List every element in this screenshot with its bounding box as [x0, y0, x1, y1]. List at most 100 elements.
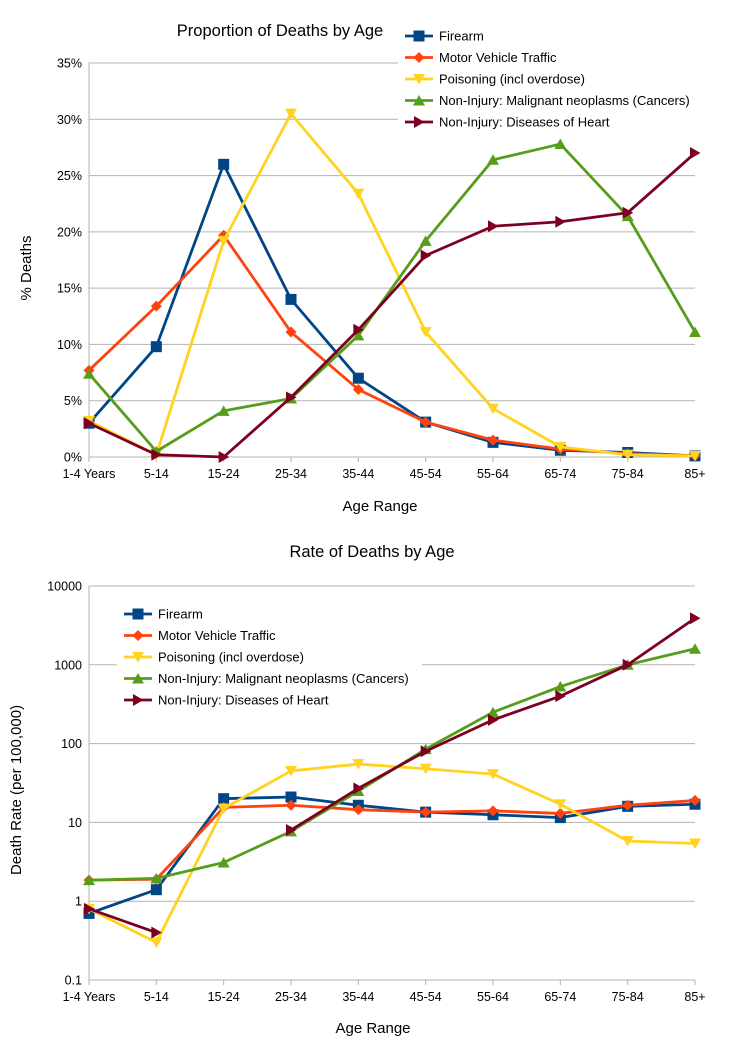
data-point — [285, 799, 297, 811]
legend-label: Non-Injury: Malignant neoplasms (Cancers… — [439, 93, 690, 108]
data-point — [487, 706, 499, 718]
series-poisoning-incl-overdose — [83, 759, 701, 948]
data-point — [352, 329, 365, 341]
data-point — [690, 612, 701, 625]
data-point — [218, 793, 230, 805]
data-point — [285, 326, 297, 338]
data-point — [555, 215, 566, 228]
x-tick-label: 15-24 — [208, 467, 240, 481]
data-point — [420, 249, 432, 262]
data-point — [150, 884, 162, 896]
data-point — [217, 856, 230, 868]
series-line — [87, 142, 697, 453]
legend-swatch-marker — [132, 608, 144, 620]
legend-label: Motor Vehicle Traffic — [158, 628, 276, 643]
data-point — [554, 681, 567, 692]
legend-label: Non-Injury: Malignant neoplasms (Cancers… — [158, 671, 409, 686]
x-tick-label: 5-14 — [144, 467, 169, 481]
x-tick-label: 45-54 — [410, 467, 442, 481]
data-point — [150, 872, 163, 884]
legend-swatch-marker — [413, 30, 425, 42]
series-line — [88, 762, 696, 944]
chart-title: Proportion of Deaths by Age — [177, 22, 383, 40]
x-tick-label: 5-14 — [144, 990, 169, 1004]
x-tick-label: 65-74 — [544, 467, 576, 481]
data-point — [621, 836, 634, 847]
data-series — [83, 612, 701, 948]
data-point — [622, 658, 634, 671]
legend-swatch-marker — [133, 694, 144, 706]
data-point — [554, 799, 567, 810]
data-point — [487, 434, 499, 446]
data-point — [420, 745, 432, 758]
data-point — [353, 323, 364, 336]
data-point — [217, 803, 230, 815]
data-point — [352, 383, 364, 395]
data-point — [554, 807, 566, 819]
legend-swatch-marker — [413, 74, 425, 85]
data-point — [487, 769, 499, 780]
data-point — [353, 782, 364, 795]
x-tick-label: 55-64 — [477, 467, 509, 481]
data-point — [689, 838, 701, 849]
data-point — [352, 372, 364, 384]
x-tick-label: 25-34 — [275, 990, 307, 1004]
data-point — [83, 874, 95, 886]
data-point — [218, 158, 230, 170]
data-point — [419, 327, 432, 338]
y-tick-label: 1000 — [54, 658, 82, 672]
data-point — [84, 902, 95, 915]
y-tick-label: 35% — [57, 57, 82, 71]
data-series — [83, 108, 701, 463]
data-point — [420, 806, 432, 818]
y-tick-label: 0% — [64, 451, 82, 465]
legend-swatch-marker — [132, 652, 144, 663]
rate-chart: Rate of Deaths by Age 0.1 1 10 100 1000 10000… — [8, 543, 706, 1037]
x-tick-labels: 1-4 Years 5-14 15-24 25-34 35-44 45-54 55-64 65… — [63, 467, 706, 481]
legend-label: Poisoning (incl overdose) — [158, 650, 304, 665]
x-tick-label: 55-64 — [477, 990, 509, 1004]
data-point — [150, 341, 162, 353]
x-tick-label: 45-54 — [410, 990, 442, 1004]
legend-background — [398, 25, 698, 133]
x-tick-label: 35-44 — [342, 990, 374, 1004]
series-non-injury-diseases-of-heart — [84, 612, 701, 939]
series-line — [88, 152, 696, 459]
data-point — [217, 235, 230, 247]
legend-item-poisoning-incl-overdose: Poisoning (incl overdose) — [405, 72, 585, 87]
x-axis-label: Age Range — [335, 1020, 410, 1037]
data-point — [554, 138, 567, 150]
y-tick-label: 25% — [57, 169, 82, 183]
data-point — [150, 937, 163, 948]
y-tick-labels: 0% 5% 10% 15% 20% 25% 30% 35% — [57, 57, 82, 465]
y-tick-label: 15% — [57, 282, 82, 296]
data-point — [689, 643, 701, 654]
legend: Firearm Motor Vehicle Traffic Poisoning (i… — [398, 25, 698, 133]
data-point — [84, 417, 95, 430]
data-point — [151, 448, 162, 461]
y-axis-label: Death Rate (per 100,000) — [8, 705, 25, 875]
data-point — [419, 763, 432, 775]
y-tick-label: 10% — [57, 338, 82, 352]
series-line — [87, 162, 696, 458]
chart-title: Rate of Deaths by Age — [289, 543, 454, 561]
x-tick-label: 35-44 — [342, 467, 374, 481]
series-line — [88, 112, 696, 458]
data-point — [285, 108, 297, 120]
legend-label: Poisoning (incl overdose) — [439, 72, 585, 87]
data-point — [285, 791, 297, 803]
data-point — [286, 391, 297, 404]
data-point — [488, 713, 499, 726]
y-tick-label: 10000 — [47, 580, 82, 594]
y-tick-label: 10 — [68, 816, 82, 830]
series-line — [88, 233, 696, 458]
legend-label: Firearm — [439, 29, 484, 44]
data-point — [218, 451, 230, 463]
x-tick-labels: 1-4 Years 5-14 15-24 25-34 35-44 45-54 55-64 65… — [63, 990, 706, 1004]
series-line — [88, 799, 696, 882]
x-tick-label: 85+ — [684, 467, 705, 481]
data-point — [689, 794, 701, 806]
data-point — [689, 326, 701, 338]
y-tick-label: 0.1 — [65, 974, 82, 988]
data-point — [286, 824, 297, 837]
